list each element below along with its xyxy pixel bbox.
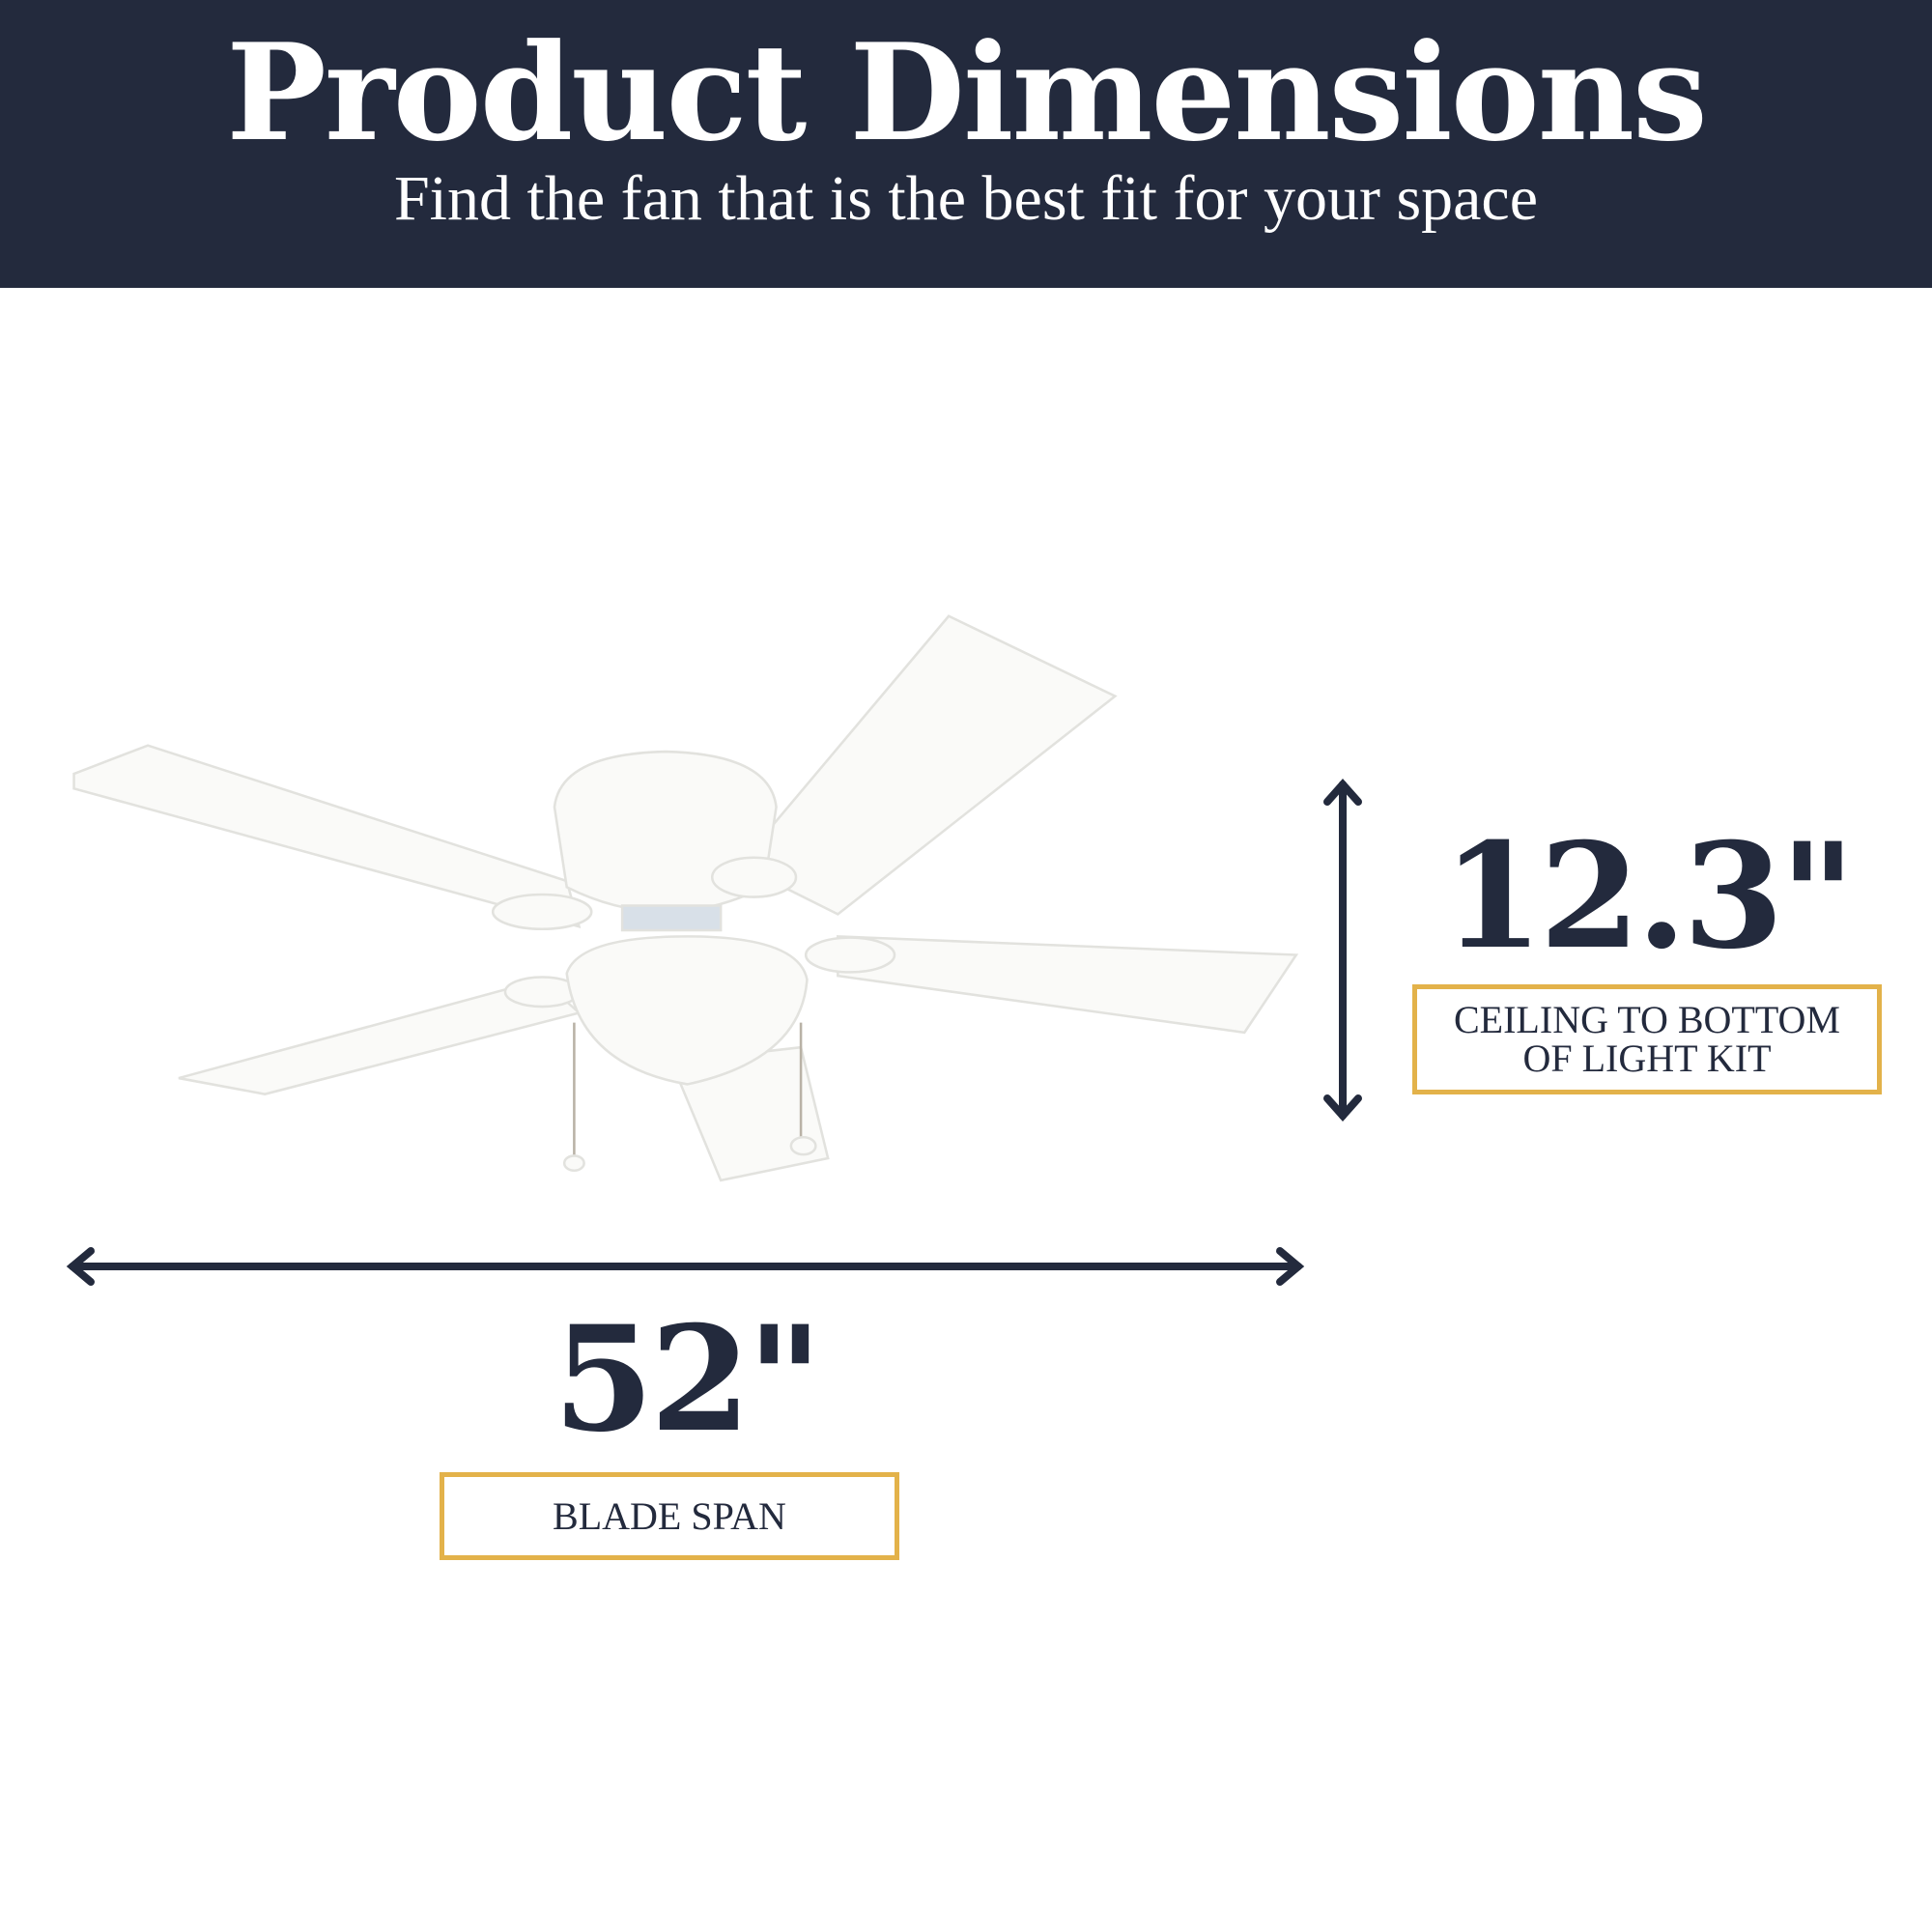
arrow-head-down	[1323, 1094, 1362, 1122]
height-label-box: CEILING TO BOTTOM OF LIGHT KIT	[1412, 984, 1882, 1094]
height-label-line1: CEILING TO BOTTOM	[1454, 998, 1840, 1041]
fan-blade	[72, 744, 582, 928]
fan-blade	[737, 614, 1118, 916]
page-title: Product Dimensions	[226, 14, 1708, 171]
blade-bracket	[491, 893, 593, 931]
arrow-head-up	[1323, 778, 1362, 806]
span-value: 52"	[553, 1294, 823, 1464]
light-kit	[565, 935, 809, 1086]
page-subtitle: Find the fan that is the best fit for yo…	[393, 163, 1539, 234]
header-banner: Product Dimensions Find the fan that is …	[0, 0, 1932, 288]
height-label-line2: OF LIGHT KIT	[1522, 1037, 1772, 1080]
blade-bracket	[710, 856, 798, 898]
motor-band	[620, 904, 723, 932]
arrow-head-right	[1276, 1247, 1305, 1286]
fan-blade	[837, 935, 1299, 1035]
span-label: BLADE SPAN	[553, 1493, 786, 1538]
blade-bracket	[804, 936, 896, 974]
arrow-head-left	[66, 1247, 95, 1286]
height-value: 12.3"	[1442, 811, 1855, 981]
span-label-box: BLADE SPAN	[440, 1472, 899, 1560]
